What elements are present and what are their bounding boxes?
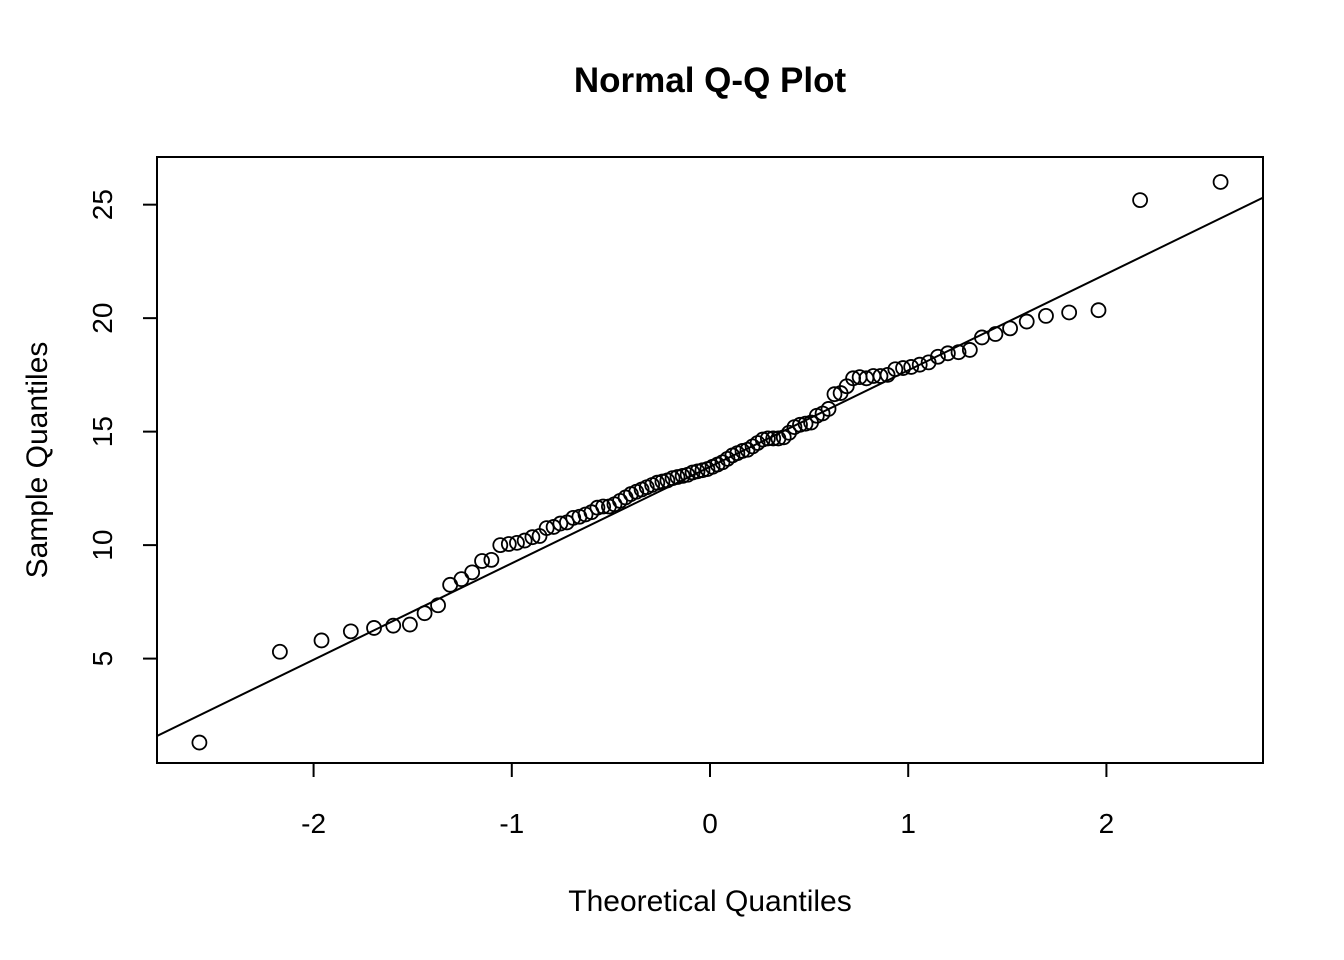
data-point bbox=[950, 344, 967, 361]
data-point bbox=[781, 424, 797, 441]
data-point bbox=[872, 368, 889, 384]
data-point bbox=[1090, 302, 1107, 319]
data-point bbox=[191, 734, 208, 751]
data-point bbox=[797, 415, 814, 432]
data-point bbox=[464, 564, 481, 581]
data-point bbox=[775, 429, 792, 446]
data-point bbox=[1212, 174, 1229, 190]
data-point bbox=[509, 534, 525, 551]
x-tick-label: 0 bbox=[702, 808, 718, 839]
data-point bbox=[826, 386, 843, 403]
data-point bbox=[271, 643, 288, 660]
data-point bbox=[595, 498, 612, 515]
data-point bbox=[430, 597, 446, 614]
data-point bbox=[516, 532, 533, 549]
y-axis-label: Sample Quantiles bbox=[21, 342, 54, 579]
data-point bbox=[492, 537, 509, 554]
data-point bbox=[366, 620, 382, 636]
data-point bbox=[1002, 320, 1018, 337]
data-point bbox=[1038, 307, 1054, 324]
chart-title: Normal Q-Q Plot bbox=[574, 61, 847, 100]
data-point bbox=[1018, 313, 1035, 330]
x-tick-label: -2 bbox=[301, 808, 326, 839]
data-point bbox=[987, 326, 1004, 342]
data-point bbox=[895, 360, 911, 376]
y-tick-label: 5 bbox=[87, 651, 118, 667]
data-point bbox=[903, 359, 920, 375]
data-point bbox=[483, 551, 500, 568]
y-tick-label: 10 bbox=[87, 530, 118, 561]
data-point bbox=[820, 401, 837, 417]
y-tick-label: 25 bbox=[87, 189, 118, 220]
data-point bbox=[474, 553, 490, 569]
y-tick-label: 20 bbox=[87, 303, 118, 334]
data-point bbox=[342, 623, 359, 640]
data-point bbox=[385, 617, 402, 634]
data-point bbox=[1061, 304, 1078, 321]
data-point bbox=[524, 529, 541, 546]
data-point bbox=[765, 430, 782, 447]
data-point bbox=[538, 520, 555, 536]
data-point bbox=[500, 536, 517, 552]
data-point bbox=[961, 342, 978, 358]
data-point bbox=[911, 356, 928, 373]
data-point bbox=[402, 616, 418, 633]
data-point bbox=[1132, 192, 1149, 209]
data-point bbox=[552, 515, 569, 532]
x-tick-label: -1 bbox=[499, 808, 524, 839]
data-point bbox=[759, 430, 776, 447]
data-point bbox=[939, 345, 956, 362]
data-point bbox=[313, 632, 330, 649]
x-axis-label: Theoretical Quantiles bbox=[568, 885, 851, 918]
x-tick-label: 1 bbox=[900, 808, 916, 839]
data-point bbox=[930, 348, 946, 365]
data-point bbox=[416, 605, 433, 622]
data-point bbox=[887, 361, 904, 378]
data-point bbox=[589, 499, 606, 516]
data-point bbox=[792, 416, 808, 433]
x-tick-label: 2 bbox=[1099, 808, 1115, 839]
y-tick-label: 15 bbox=[87, 416, 118, 447]
